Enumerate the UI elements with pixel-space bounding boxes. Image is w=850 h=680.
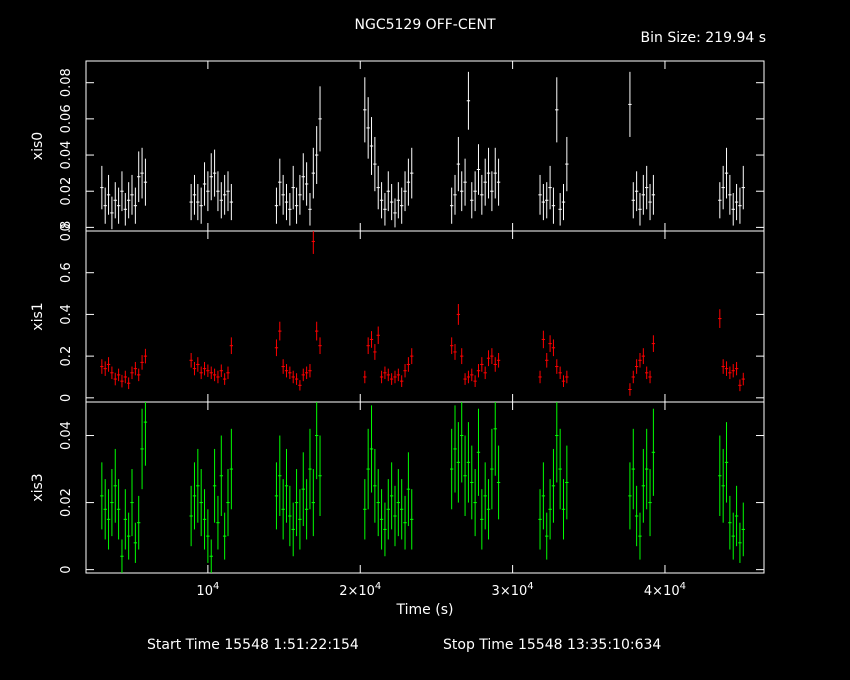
xis1-ytick-label: 0.2	[59, 346, 74, 367]
x-axis-label: Time (s)	[396, 602, 454, 618]
xis1-ytick-label: 0.6	[59, 262, 74, 283]
x-tick-label: 3×104	[492, 581, 534, 599]
x-tick-label: 4×104	[644, 581, 686, 599]
xis1-ylabel: xis1	[30, 302, 46, 330]
xis3-ylabel: xis3	[30, 473, 46, 501]
stop-time-label: Stop Time 15548 13:35:10:634	[443, 637, 662, 653]
xis0-ylabel: xis0	[30, 132, 46, 160]
bin-size-label: Bin Size: 219.94 s	[640, 30, 766, 46]
xis0-ytick-label: 0	[59, 223, 74, 231]
xis0-ytick-label: 0.08	[59, 68, 74, 97]
xis0-ytick-label: 0.06	[59, 104, 74, 133]
xis3-ytick-label: 0.04	[59, 421, 74, 450]
xis3-frame	[85, 401, 765, 574]
x-tick-label: 104	[196, 581, 219, 599]
x-tick-label: 2×104	[339, 581, 381, 599]
start-time-label: Start Time 15548 1:51:22:154	[147, 637, 359, 653]
xis0-frame	[85, 60, 765, 232]
xis1-ytick-label: 0.8	[59, 221, 74, 242]
xis1-ytick-label: 0	[59, 394, 74, 402]
xis3-ytick-label: 0.02	[59, 488, 74, 517]
xis1-frame	[85, 230, 765, 403]
xis0-ytick-label: 0.04	[59, 141, 74, 170]
xis0-ytick-label: 0.02	[59, 177, 74, 206]
chart-title: NGC5129 OFF-CENT	[354, 17, 496, 33]
xis3-ytick-label: 0	[59, 566, 74, 574]
xis1-ytick-label: 0.4	[59, 304, 74, 325]
